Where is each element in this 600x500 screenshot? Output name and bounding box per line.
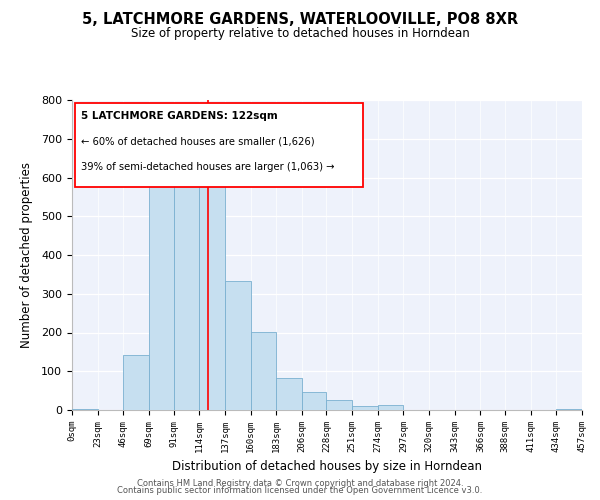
Text: 5, LATCHMORE GARDENS, WATERLOOVILLE, PO8 8XR: 5, LATCHMORE GARDENS, WATERLOOVILLE, PO8…	[82, 12, 518, 28]
Bar	[72, 409, 98, 410]
Bar	[149, 164, 173, 410]
Text: 39% of semi-detached houses are larger (1,063) →: 39% of semi-detached houses are larger (…	[80, 162, 334, 172]
Y-axis label: Number of detached properties: Number of detached properties	[20, 162, 33, 348]
Text: Contains public sector information licensed under the Open Government Licence v3: Contains public sector information licen…	[118, 486, 482, 495]
Text: Size of property relative to detached houses in Horndean: Size of property relative to detached ho…	[131, 28, 469, 40]
Bar	[124, 354, 149, 410]
FancyBboxPatch shape	[74, 103, 362, 187]
Bar	[276, 378, 302, 410]
Text: 5 LATCHMORE GARDENS: 122sqm: 5 LATCHMORE GARDENS: 122sqm	[80, 111, 277, 121]
Bar	[326, 400, 352, 410]
Bar	[199, 173, 225, 410]
Text: Contains HM Land Registry data © Crown copyright and database right 2024.: Contains HM Land Registry data © Crown c…	[137, 478, 463, 488]
Bar	[556, 409, 582, 410]
Bar	[173, 165, 199, 410]
X-axis label: Distribution of detached houses by size in Horndean: Distribution of detached houses by size …	[172, 460, 482, 473]
Bar	[378, 406, 403, 410]
Bar	[225, 281, 251, 410]
Bar	[251, 332, 276, 410]
Bar	[302, 392, 326, 410]
Text: ← 60% of detached houses are smaller (1,626): ← 60% of detached houses are smaller (1,…	[80, 136, 314, 146]
Bar	[352, 406, 378, 410]
